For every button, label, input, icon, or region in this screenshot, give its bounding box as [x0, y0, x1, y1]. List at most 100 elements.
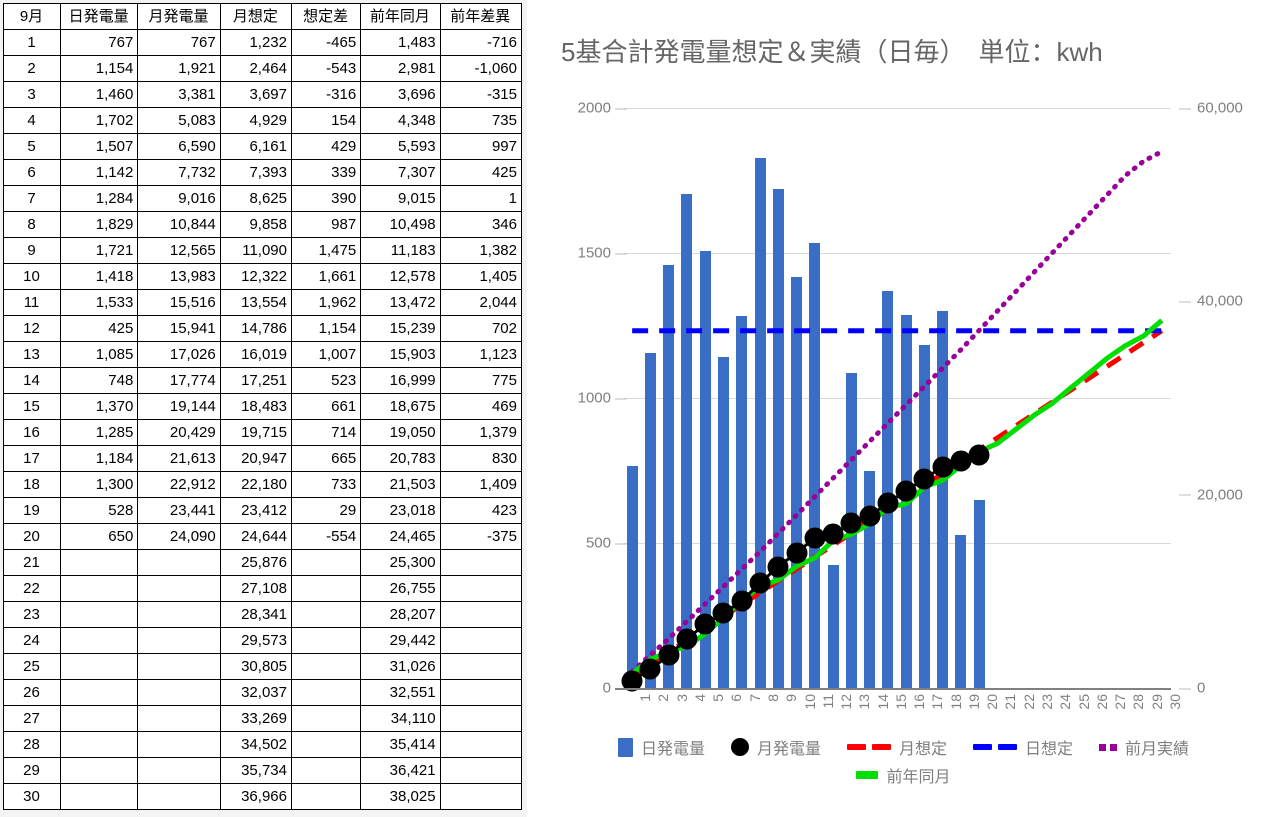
cell-diff[interactable] [290, 705, 362, 732]
cell-ydiff[interactable]: 1 [439, 185, 523, 212]
cell-monthly[interactable]: 5,083 [137, 107, 221, 134]
cell-daily[interactable] [59, 705, 139, 732]
cell-daily[interactable]: 1,507 [59, 133, 139, 160]
cell-diff[interactable]: 1,962 [290, 289, 362, 316]
cell-plan[interactable]: 20,947 [219, 445, 292, 472]
cell-plan[interactable]: 25,876 [219, 549, 292, 576]
cell-day[interactable]: 5 [3, 133, 61, 160]
cell-lastyear[interactable]: 23,018 [360, 497, 441, 524]
cell-lastyear[interactable]: 20,783 [360, 445, 441, 472]
cell-monthly[interactable]: 6,590 [137, 133, 221, 160]
cell-daily[interactable] [59, 679, 139, 706]
cell-diff[interactable]: -554 [290, 523, 362, 550]
cell-daily[interactable]: 425 [59, 315, 139, 342]
cell-diff[interactable] [290, 731, 362, 758]
cell-daily[interactable] [59, 575, 139, 602]
cell-monthly[interactable]: 20,429 [137, 419, 221, 446]
cell-ydiff[interactable]: 2,044 [439, 289, 523, 316]
cell-ydiff[interactable] [439, 731, 523, 758]
cell-day[interactable]: 7 [3, 185, 61, 212]
cell-lastyear[interactable]: 28,207 [360, 601, 441, 628]
table-row[interactable]: 3 1,460 3,381 3,697 -316 3,696 -315 [3, 81, 523, 108]
cell-daily[interactable]: 1,184 [59, 445, 139, 472]
cell-daily[interactable]: 1,285 [59, 419, 139, 446]
cell-daily[interactable] [59, 757, 139, 784]
cell-diff[interactable]: 339 [290, 159, 362, 186]
cell-monthly[interactable]: 17,774 [137, 367, 221, 394]
cell-plan[interactable]: 22,180 [219, 471, 292, 498]
cell-lastyear[interactable]: 18,675 [360, 393, 441, 420]
table-row[interactable]: 1 767 767 1,232 -465 1,483 -716 [3, 29, 523, 56]
cell-lastyear[interactable]: 12,578 [360, 263, 441, 290]
table-row[interactable]: 25 30,805 31,026 [3, 653, 523, 680]
table-row[interactable]: 20 650 24,090 24,644 -554 24,465 -375 [3, 523, 523, 550]
cell-diff[interactable]: 523 [290, 367, 362, 394]
cell-lastyear[interactable]: 1,483 [360, 29, 441, 56]
cell-monthly[interactable]: 15,941 [137, 315, 221, 342]
cell-plan[interactable]: 24,644 [219, 523, 292, 550]
cell-ydiff[interactable]: 735 [439, 107, 523, 134]
column-header-1[interactable]: 日発電量 [59, 3, 139, 30]
cell-plan[interactable]: 11,090 [219, 237, 292, 264]
cell-monthly[interactable] [137, 679, 221, 706]
cell-ydiff[interactable]: 775 [439, 367, 523, 394]
cell-plan[interactable]: 27,108 [219, 575, 292, 602]
cell-monthly[interactable]: 23,441 [137, 497, 221, 524]
cell-monthly[interactable]: 7,732 [137, 159, 221, 186]
cell-ydiff[interactable] [439, 575, 523, 602]
cell-daily[interactable] [59, 783, 139, 810]
cell-diff[interactable]: 390 [290, 185, 362, 212]
cell-day[interactable]: 16 [3, 419, 61, 446]
cell-lastyear[interactable]: 26,755 [360, 575, 441, 602]
cell-monthly[interactable]: 13,983 [137, 263, 221, 290]
cell-ydiff[interactable]: 1,379 [439, 419, 523, 446]
cell-plan[interactable]: 34,502 [219, 731, 292, 758]
cell-monthly[interactable]: 15,516 [137, 289, 221, 316]
table-row[interactable]: 21 25,876 25,300 [3, 549, 523, 576]
cell-daily[interactable] [59, 731, 139, 758]
cell-diff[interactable]: 661 [290, 393, 362, 420]
cell-diff[interactable]: 29 [290, 497, 362, 524]
data-table[interactable]: 9月 日発電量 月発電量 月想定 想定差 前年同月 前年差異 1 767 767 1,232 -46… [3, 3, 523, 810]
cell-daily[interactable]: 1,370 [59, 393, 139, 420]
cell-diff[interactable]: 429 [290, 133, 362, 160]
cell-plan[interactable]: 6,161 [219, 133, 292, 160]
table-row[interactable]: 10 1,418 13,983 12,322 1,661 12,578 1,405 [3, 263, 523, 290]
cell-day[interactable]: 11 [3, 289, 61, 316]
table-row[interactable]: 8 1,829 10,844 9,858 987 10,498 346 [3, 211, 523, 238]
cell-ydiff[interactable]: 1,123 [439, 341, 523, 368]
cell-daily[interactable]: 1,085 [59, 341, 139, 368]
cell-ydiff[interactable]: 469 [439, 393, 523, 420]
legend-item-月発電量[interactable]: 月発電量 [730, 735, 821, 759]
cell-ydiff[interactable] [439, 627, 523, 654]
cell-ydiff[interactable]: 830 [439, 445, 523, 472]
cell-day[interactable]: 22 [3, 575, 61, 602]
cell-day[interactable]: 29 [3, 757, 61, 784]
column-header-4[interactable]: 想定差 [290, 3, 362, 30]
cell-plan[interactable]: 29,573 [219, 627, 292, 654]
cell-day[interactable]: 21 [3, 549, 61, 576]
cell-daily[interactable]: 1,300 [59, 471, 139, 498]
cell-ydiff[interactable]: -716 [439, 29, 523, 56]
legend-item-日想定[interactable]: 日想定 [973, 735, 1073, 759]
cell-plan[interactable]: 1,232 [219, 29, 292, 56]
cell-lastyear[interactable]: 15,239 [360, 315, 441, 342]
cell-diff[interactable]: 1,154 [290, 315, 362, 342]
cell-monthly[interactable] [137, 575, 221, 602]
cell-lastyear[interactable]: 24,465 [360, 523, 441, 550]
table-row[interactable]: 7 1,284 9,016 8,625 390 9,015 1 [3, 185, 523, 212]
cell-monthly[interactable]: 22,912 [137, 471, 221, 498]
cell-lastyear[interactable]: 38,025 [360, 783, 441, 810]
cell-plan[interactable]: 14,786 [219, 315, 292, 342]
cell-diff[interactable] [290, 601, 362, 628]
cell-day[interactable]: 4 [3, 107, 61, 134]
cell-plan[interactable]: 8,625 [219, 185, 292, 212]
cell-plan[interactable]: 4,929 [219, 107, 292, 134]
cell-diff[interactable]: 154 [290, 107, 362, 134]
cell-monthly[interactable] [137, 601, 221, 628]
cell-daily[interactable]: 1,284 [59, 185, 139, 212]
cell-lastyear[interactable]: 13,472 [360, 289, 441, 316]
cell-day[interactable]: 15 [3, 393, 61, 420]
cell-day[interactable]: 26 [3, 679, 61, 706]
cell-ydiff[interactable] [439, 705, 523, 732]
